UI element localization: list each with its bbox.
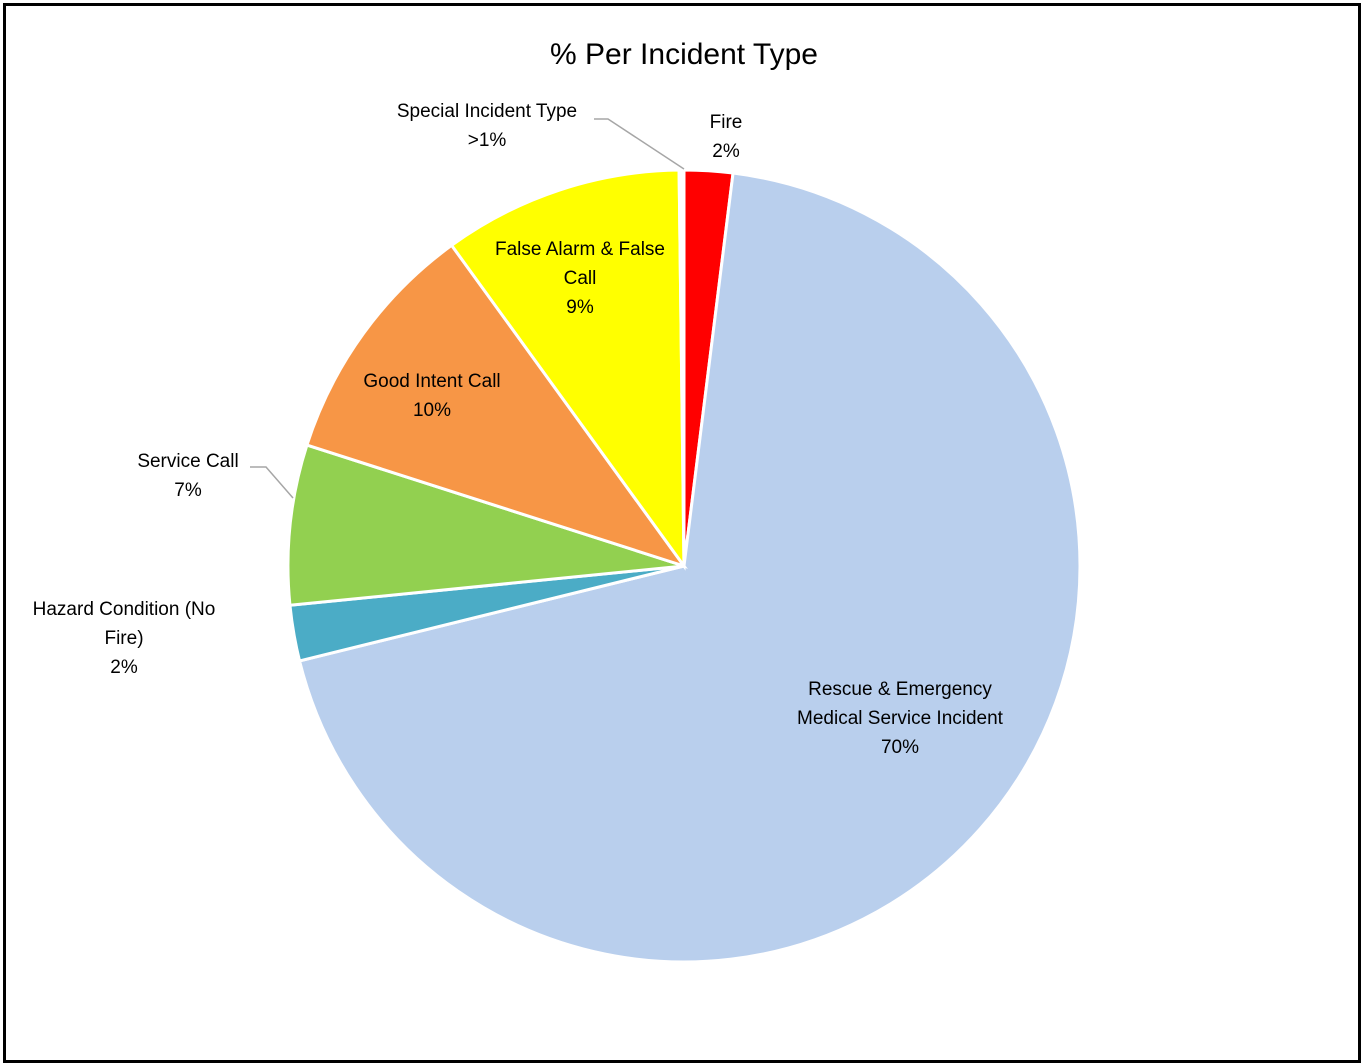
slice-labels: Fire 2% Rescue & Emergency Medical Service … [33, 101, 1004, 758]
leader-line-6 [594, 118, 685, 170]
slice-label-3: Service Call 7% [137, 451, 238, 501]
pie-slice-1 [297, 171, 1082, 964]
pie-slices [286, 168, 1082, 964]
slice-label-2: Hazard Condition (No Fire) 2% [33, 599, 216, 678]
pie-slice-4 [305, 243, 688, 569]
slice-label-0: Fire 2% [710, 112, 743, 162]
slice-label-4: Good Intent Call 10% [363, 371, 500, 421]
leader-lines [250, 118, 685, 499]
slice-label-5: False Alarm & False Call 9% [495, 239, 665, 318]
slice-label-6: Special Incident Type >1% [397, 101, 577, 151]
chart-title: % Per Incident Type [550, 38, 818, 71]
pie-slice-5 [449, 168, 686, 571]
pie-slice-6 [677, 168, 686, 567]
leader-line-3 [250, 466, 294, 499]
slice-label-1: Rescue & Emergency Medical Service Incide… [797, 679, 1004, 758]
pie-slice-3 [286, 443, 685, 607]
